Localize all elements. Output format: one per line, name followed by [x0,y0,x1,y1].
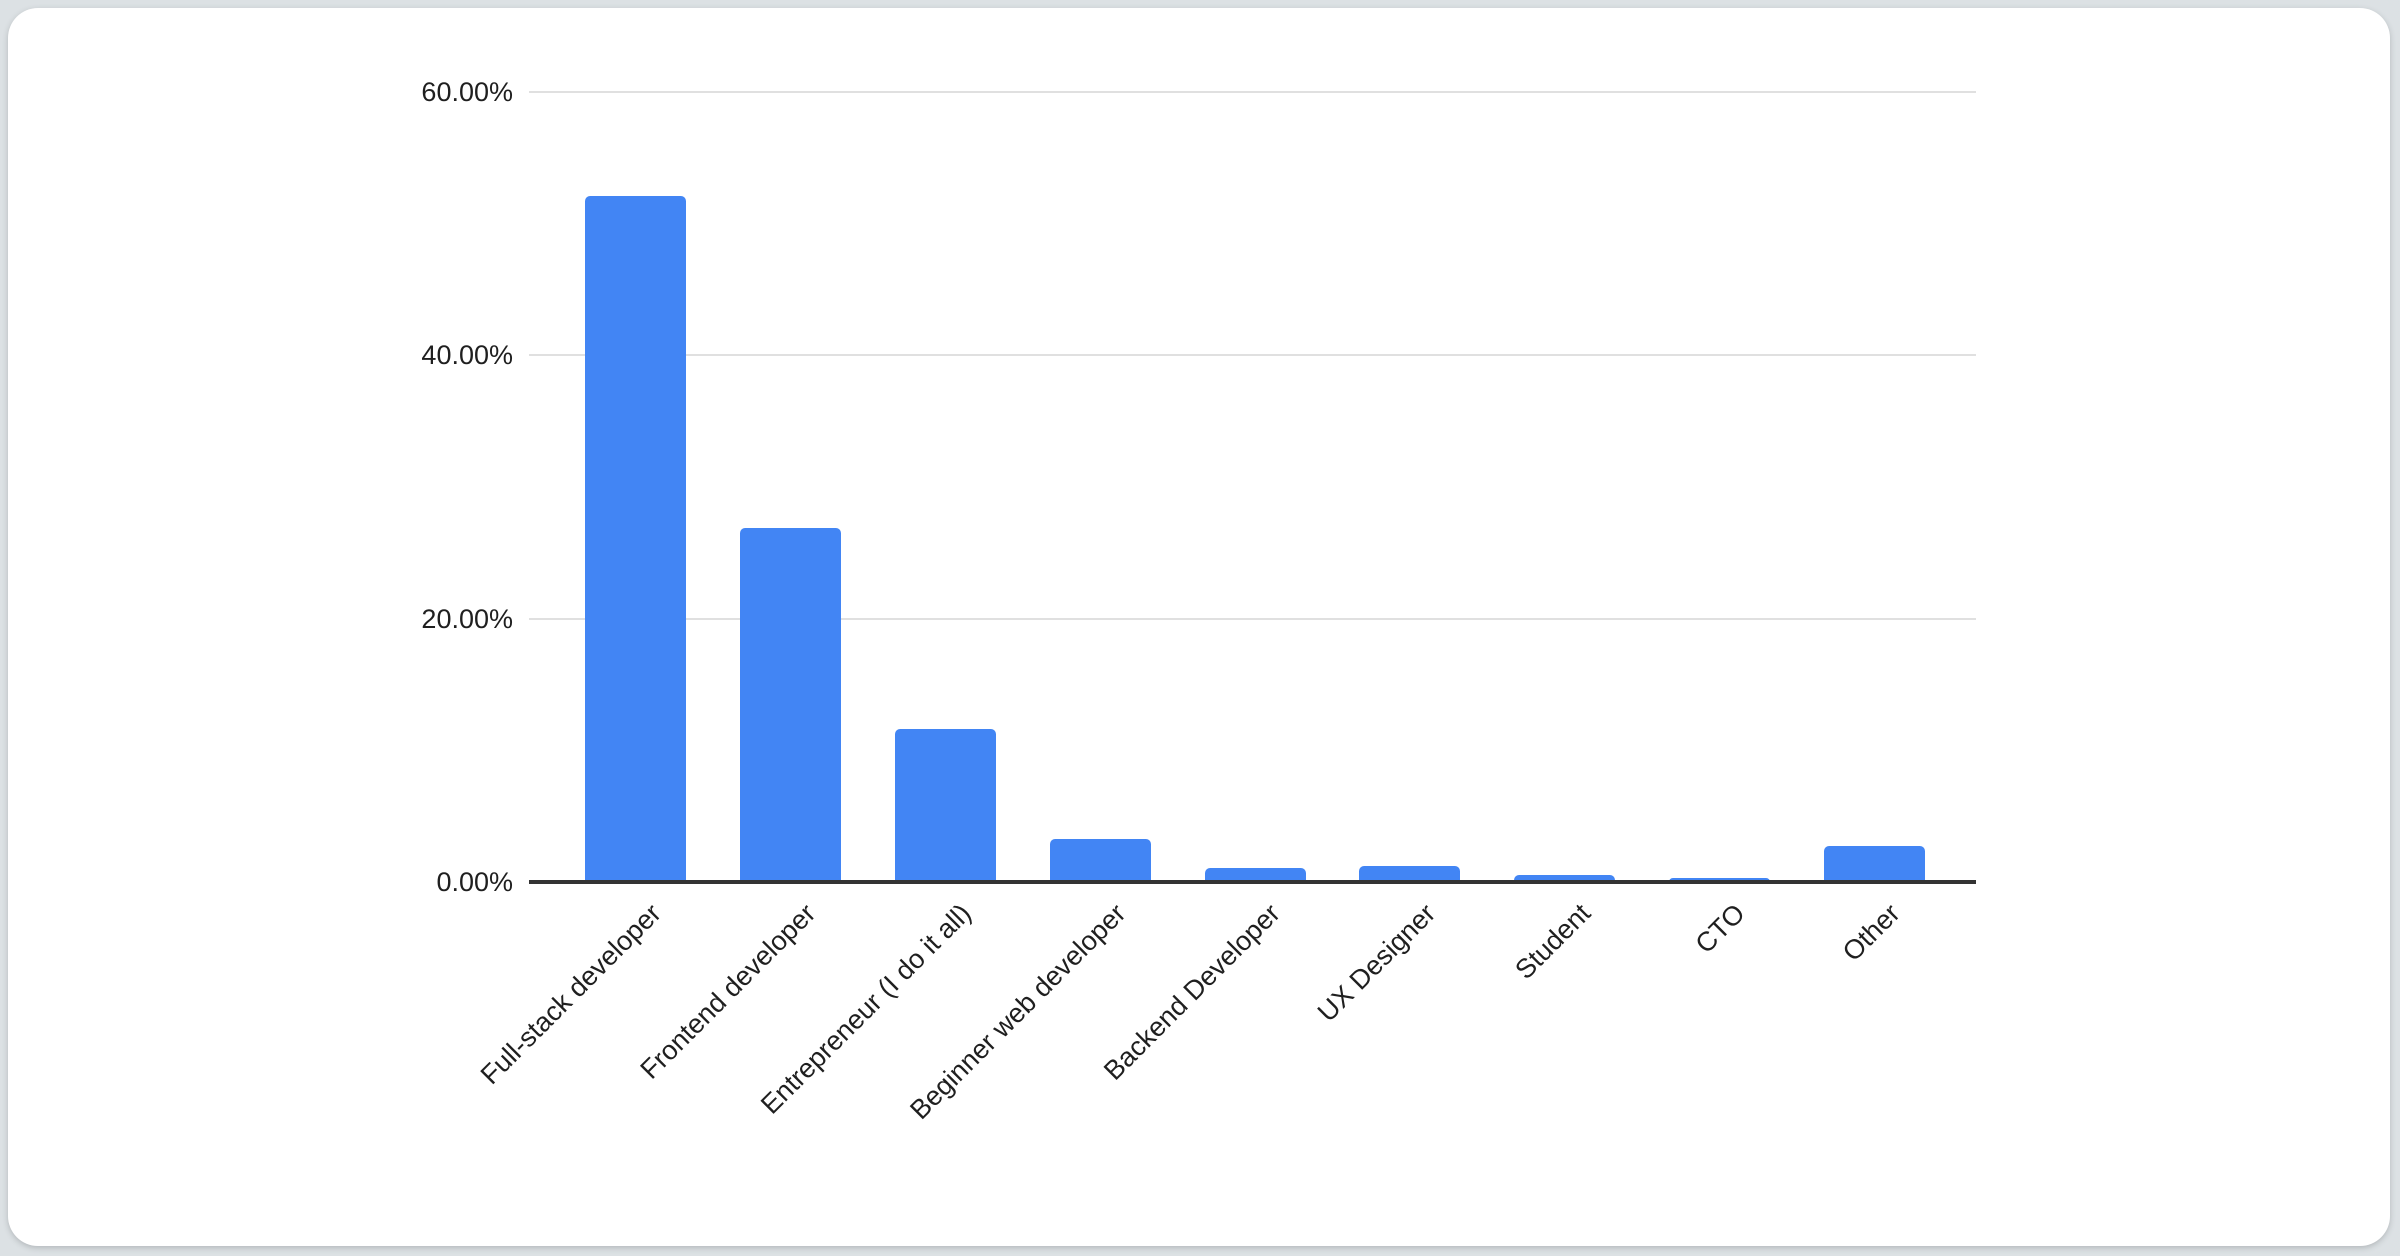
bar-entrepreneur-i-do-it-all[interactable] [894,729,996,882]
x-category-label-frontend-developer: Frontend developer [634,898,822,1085]
gridline-40 [529,354,1976,356]
x-axis-line [529,880,1976,884]
x-category-label-cto: CTO [1689,898,1751,960]
gridline-60 [529,90,1976,93]
y-tick-label-40: 40.00% [421,340,513,370]
bar-other[interactable] [1824,846,1925,882]
y-tick-label-20: 20.00% [421,603,513,634]
x-category-label-backend-developer: Backend Developer [1098,898,1287,1086]
bar-backend-developer[interactable] [1204,867,1306,882]
bar-frontend-developer[interactable] [739,527,841,882]
y-tick-label-60: 60.00% [421,76,513,107]
gridline-20 [529,617,1976,620]
x-category-label-ux-designer: UX Designer [1311,898,1442,1028]
bar-student[interactable] [1514,875,1616,882]
bar-beginner-web-developer[interactable] [1049,838,1151,882]
chart-card [8,8,2390,1246]
x-category-label-other: Other [1836,898,1906,967]
bar-full-stack-developer[interactable] [585,195,686,882]
bar-ux-designer[interactable] [1359,866,1461,882]
y-tick-label-0: 0.00% [436,867,513,897]
x-category-label-student: Student [1508,898,1596,986]
